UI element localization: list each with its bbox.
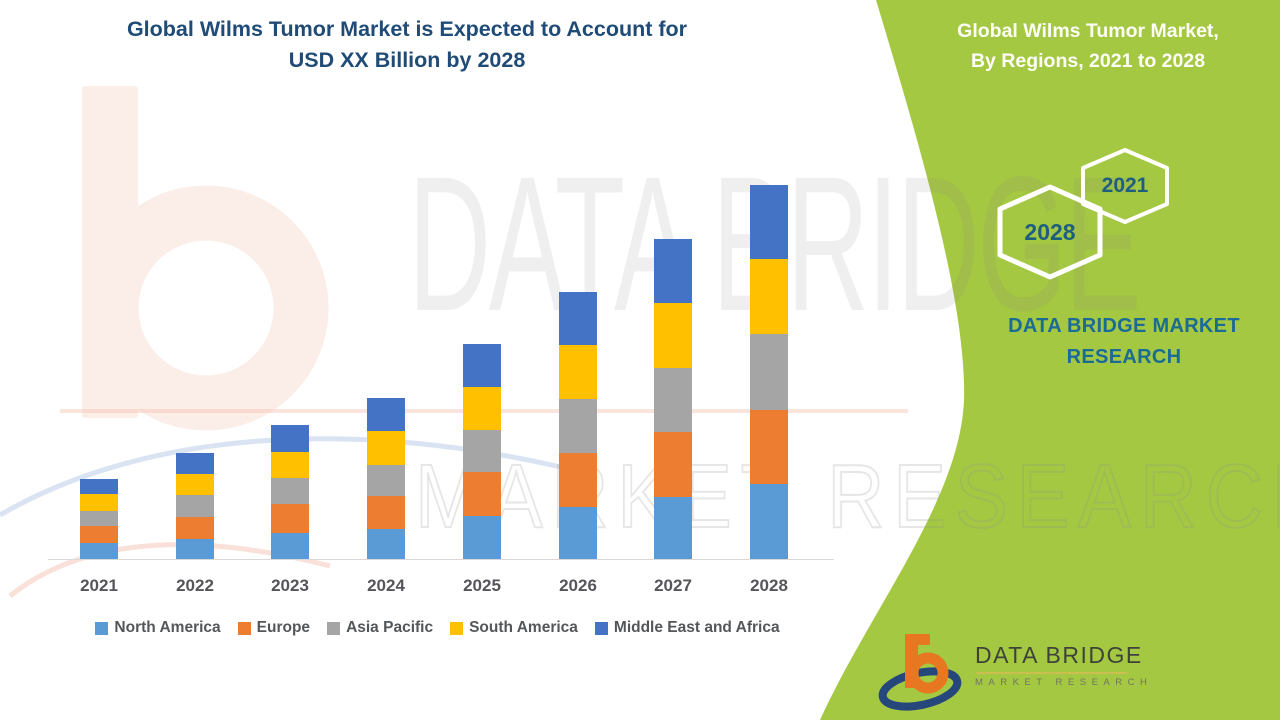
chart-title-line2: USD XX Billion by 2028 [288, 48, 526, 72]
bar-2025 [463, 344, 501, 559]
bar-segment-2028-middle-east-and-africa [750, 185, 788, 259]
legend-swatch-icon [594, 621, 608, 635]
x-axis-label-2028: 2028 [750, 576, 788, 595]
legend-swatch-icon [237, 621, 251, 635]
bar-segment-2023-middle-east-and-africa [271, 425, 309, 452]
x-axis-label-2026: 2026 [559, 576, 597, 595]
watermark-b-bowl [83, 185, 329, 431]
legend-label: Middle East and Africa [613, 619, 780, 636]
bar-segment-2023-north-america [271, 533, 309, 559]
hexagon-2028 [997, 184, 1103, 280]
bar-segment-2021-north-america [80, 543, 118, 559]
bar-2026 [559, 292, 597, 559]
bar-segment-2027-north-america [654, 497, 692, 559]
side-panel-title: Global Wilms Tumor Market, By Regions, 2… [938, 16, 1238, 76]
bar-segment-2027-middle-east-and-africa [654, 239, 692, 303]
databridge-logo: DATA BRIDGE MARKET RESEARCH [875, 628, 1152, 716]
bar-segment-2026-north-america [559, 507, 597, 559]
logo-rule [976, 672, 1128, 674]
bar-segment-2024-europe [367, 496, 405, 529]
legend-label: South America [469, 619, 578, 636]
legend-swatch-icon [450, 621, 464, 635]
bar-segment-2025-north-america [463, 516, 501, 559]
bar-segment-2025-south-america [463, 387, 501, 430]
brand-text-line2: RESEARCH [1066, 346, 1182, 368]
x-axis-label-2022: 2022 [176, 576, 214, 595]
bar-segment-2023-asia-pacific [271, 478, 309, 504]
bar-2022 [176, 453, 214, 559]
databridge-logo-icon [878, 634, 962, 711]
legend-swatch-icon [327, 621, 341, 635]
legend-item-north-america: North America [95, 619, 221, 637]
bar-segment-2025-europe [463, 472, 501, 516]
bar-segment-2026-asia-pacific [559, 399, 597, 453]
bar-segment-2027-south-america [654, 303, 692, 368]
legend-item-asia-pacific: Asia Pacific [327, 619, 433, 637]
x-axis-label-2021: 2021 [80, 576, 118, 595]
side-panel-title-line2: By Regions, 2021 to 2028 [970, 50, 1206, 72]
bar-2023 [271, 425, 309, 559]
bar-segment-2024-south-america [367, 431, 405, 465]
legend-item-middle-east-and-africa: Middle East and Africa [594, 619, 780, 637]
logo-b-bowl [907, 652, 949, 694]
x-axis-label-2027: 2027 [654, 576, 692, 595]
bar-segment-2021-south-america [80, 494, 118, 511]
hexagon-year-2028: 2028 [1024, 219, 1076, 245]
legend-item-europe: Europe [237, 619, 311, 637]
bar-segment-2021-europe [80, 526, 118, 543]
hexagon-2021 [1081, 148, 1169, 224]
x-axis-label-2023: 2023 [271, 576, 309, 595]
bar-segment-2025-asia-pacific [463, 430, 501, 472]
logo-name: DATA BRIDGE [975, 642, 1143, 668]
x-axis-label-2025: 2025 [463, 576, 501, 595]
legend-label: Asia Pacific [346, 619, 434, 636]
legend-label: Europe [256, 619, 311, 636]
legend-label: North America [114, 619, 221, 636]
bar-segment-2022-south-america [176, 474, 214, 495]
chart-title: Global Wilms Tumor Market is Expected to… [62, 14, 752, 76]
bar-segment-2023-europe [271, 504, 309, 533]
bar-segment-2025-middle-east-and-africa [463, 344, 501, 387]
legend-item-south-america: South America [450, 619, 578, 637]
bar-segment-2028-europe [750, 410, 788, 484]
hexagon-badges [997, 148, 1169, 280]
bar-segment-2027-asia-pacific [654, 368, 692, 432]
chart-title-line1: Global Wilms Tumor Market is Expected to… [126, 17, 688, 41]
bar-segment-2028-south-america [750, 259, 788, 334]
logo-subtitle: MARKET RESEARCH [975, 677, 1153, 688]
bar-segment-2024-north-america [367, 529, 405, 559]
bar-segment-2022-middle-east-and-africa [176, 453, 214, 474]
brand-text: DATA BRIDGE MARKET RESEARCH [968, 311, 1280, 373]
chart-legend: North America Europe Asia Pacific South Ame… [55, 619, 820, 637]
bar-segment-2022-europe [176, 517, 214, 539]
bar-segment-2023-south-america [271, 452, 309, 478]
bar-segment-2028-asia-pacific [750, 334, 788, 410]
logo-b-top [905, 634, 930, 645]
hexagon-year-2021: 2021 [1101, 174, 1149, 197]
bar-segment-2024-middle-east-and-africa [367, 398, 405, 431]
bar-2028 [750, 185, 788, 559]
bar-segment-2026-middle-east-and-africa [559, 292, 597, 345]
logo-texts: DATA BRIDGE MARKET RESEARCH [975, 642, 1152, 688]
x-axis-line [48, 559, 834, 560]
side-panel-title-line1: Global Wilms Tumor Market, [957, 20, 1219, 42]
bar-segment-2026-south-america [559, 345, 597, 399]
bar-segment-2024-asia-pacific [367, 465, 405, 496]
bar-segment-2026-europe [559, 453, 597, 507]
x-axis-label-2024: 2024 [367, 576, 405, 595]
bar-segment-2027-europe [654, 432, 692, 497]
bar-segment-2022-asia-pacific [176, 495, 214, 517]
bar-segment-2022-north-america [176, 539, 214, 559]
bar-segment-2028-north-america [750, 484, 788, 559]
brand-text-line1: DATA BRIDGE MARKET [1008, 315, 1240, 337]
bar-segment-2021-asia-pacific [80, 511, 118, 526]
bar-2027 [654, 239, 692, 559]
bar-2021 [80, 479, 118, 559]
legend-swatch-icon [95, 621, 109, 635]
bar-2024 [367, 398, 405, 559]
bar-segment-2021-middle-east-and-africa [80, 479, 118, 494]
